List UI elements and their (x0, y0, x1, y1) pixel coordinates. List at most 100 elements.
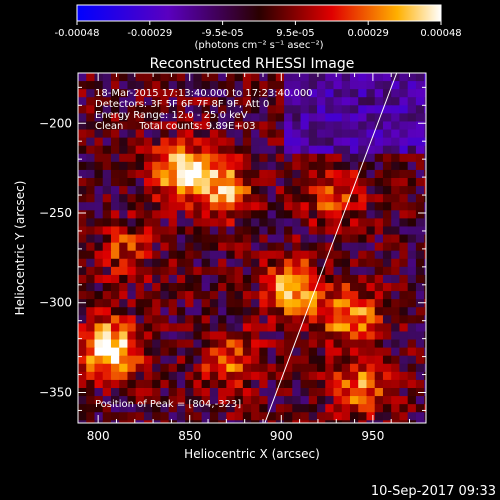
heatmap-cell (209, 250, 219, 260)
heatmap-cell (300, 218, 310, 228)
heatmap-cell (407, 226, 417, 236)
heatmap-cell (78, 178, 87, 187)
heatmap-cell (226, 97, 236, 106)
heatmap-cell (218, 323, 227, 333)
heatmap-cell (185, 339, 194, 349)
heatmap-cell (201, 210, 211, 219)
heatmap-cell (275, 113, 285, 123)
heatmap-cell (424, 347, 426, 357)
heatmap-cell (284, 258, 293, 268)
heatmap-cell (119, 379, 129, 389)
heatmap-cell (292, 339, 302, 349)
heatmap-cell (325, 121, 335, 131)
heatmap-cell (242, 234, 252, 244)
heatmap-cell (193, 315, 203, 324)
heatmap-cell (234, 283, 244, 292)
heatmap-cell (308, 404, 318, 413)
heatmap-cell (185, 210, 194, 219)
heatmap-cell (300, 339, 310, 349)
heatmap-cell (407, 129, 417, 139)
heatmap-cell (374, 274, 384, 284)
heatmap-cell (251, 274, 260, 284)
heatmap-cell (168, 73, 178, 82)
heatmap-cell (415, 396, 425, 405)
heatmap-cell (169, 428, 178, 437)
heatmap-cell (382, 218, 392, 228)
heatmap-cell (86, 73, 96, 82)
heatmap-cell (193, 379, 203, 389)
heatmap-cell (382, 355, 392, 365)
heatmap-cell (300, 121, 310, 131)
heatmap-cell (341, 274, 351, 284)
heatmap-cell (374, 161, 384, 171)
heatmap-cell (78, 73, 87, 82)
heatmap-cell (234, 73, 244, 82)
heatmap-cell (341, 137, 351, 147)
heatmap-cell (251, 420, 260, 423)
heatmap-cell (366, 105, 376, 114)
heatmap-cell (226, 242, 236, 252)
heatmap-cell (127, 137, 137, 147)
heatmap-cell (127, 315, 137, 324)
heatmap-cell (135, 355, 145, 365)
heatmap-cell (317, 210, 326, 219)
heatmap-cell (300, 355, 310, 365)
heatmap-cell (193, 242, 203, 252)
heatmap-cell (267, 307, 277, 316)
heatmap-cell (415, 371, 425, 381)
heatmap-cell (341, 347, 351, 357)
heatmap-cell (168, 242, 178, 252)
heatmap-cell (432, 388, 441, 397)
heatmap-cell (317, 371, 326, 381)
heatmap-cell (119, 89, 129, 98)
heatmap-cell (143, 161, 153, 171)
heatmap-cell (284, 323, 293, 333)
heatmap-cell (366, 299, 376, 308)
heatmap-cell (391, 234, 401, 244)
heatmap-cell (242, 186, 252, 195)
heatmap-cell (185, 315, 194, 324)
heatmap-cell (292, 202, 302, 211)
heatmap-cell (143, 113, 153, 123)
heatmap-cell (374, 347, 384, 357)
heatmap-cell (193, 412, 203, 421)
heatmap-cell (432, 404, 441, 413)
heatmap-cell (292, 226, 302, 236)
heatmap-cell (242, 178, 252, 187)
heatmap-cell (242, 137, 252, 147)
heatmap-cell (424, 178, 426, 187)
heatmap-cell (209, 242, 219, 252)
axis-ticks: 800 850 900 950−200−250−300−350 (39, 73, 426, 443)
heatmap-cell (242, 250, 252, 260)
heatmap-cell (110, 129, 120, 139)
heatmap-cell (102, 339, 112, 349)
heatmap-cell (432, 130, 441, 139)
heatmap-cell (267, 226, 277, 236)
heatmap-cell (366, 412, 376, 421)
heatmap-cell (218, 218, 227, 228)
heatmap-cell (242, 161, 252, 171)
heatmap-cell (94, 266, 104, 276)
heatmap-cell (242, 169, 252, 179)
heatmap-cell (176, 161, 186, 171)
heatmap-cell (201, 412, 211, 421)
heatmap-cell (152, 89, 162, 98)
heatmap-cell (349, 178, 359, 187)
heatmap-cell (415, 379, 425, 389)
heatmap-cell (251, 153, 260, 163)
heatmap-cell (193, 291, 203, 300)
heatmap-cell (407, 420, 417, 423)
heatmap-cell (86, 363, 96, 373)
heatmap-cell (86, 307, 96, 316)
heatmap-cell (102, 347, 112, 357)
heatmap-cell (218, 250, 227, 260)
heatmap-cell (143, 186, 153, 195)
heatmap-cell (143, 137, 153, 147)
heatmap-cell (168, 121, 178, 131)
heatmap-cell (152, 355, 162, 365)
heatmap-cell (78, 339, 87, 349)
heatmap-cell (300, 379, 310, 389)
heatmap-cell (407, 388, 417, 397)
heatmap-cell (292, 145, 302, 155)
heatmap-cell (242, 355, 252, 365)
